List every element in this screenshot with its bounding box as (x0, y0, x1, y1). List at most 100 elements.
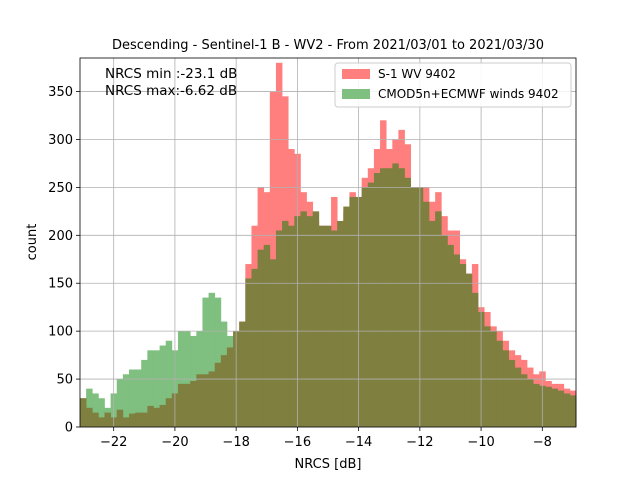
bar-overlap-24 (226, 347, 234, 427)
bar-overlap-13 (159, 404, 167, 427)
bar-overlap-0 (80, 398, 87, 427)
bar-overlap-56 (422, 201, 430, 427)
bar-overlap-9 (135, 412, 142, 427)
bar-overlap-52 (398, 168, 405, 427)
legend-swatch-s1 (342, 69, 370, 79)
legend-box (334, 62, 572, 108)
legend-swatch-cmod (342, 89, 370, 99)
bar-overlap-62 (459, 264, 467, 427)
bar-overlap-70 (508, 359, 516, 427)
bar-overlap-46 (361, 187, 369, 427)
x-tick-label: −14 (345, 435, 372, 450)
y-tick-label: 300 (48, 133, 73, 148)
bar-overlap-6 (116, 409, 124, 427)
bar-overlap-41 (331, 230, 338, 427)
bar-overlap-8 (128, 413, 136, 427)
legend-label-cmod: CMOD5n+ECMWF winds 9402 (378, 87, 559, 101)
bar-overlap-26 (239, 321, 246, 427)
x-tick-label: −8 (533, 435, 552, 450)
y-tick-label: 0 (65, 421, 73, 436)
bar-cmod5n-ecmwf-winds-9402-2 (92, 393, 99, 427)
bar-overlap-12 (153, 407, 160, 427)
bar-cmod5n-ecmwf-winds-9402-22 (214, 297, 222, 427)
bar-overlap-79 (563, 393, 571, 427)
bar-overlap-74 (533, 383, 540, 427)
bar-overlap-10 (141, 412, 148, 427)
bar-overlap-4 (104, 412, 111, 427)
bar-overlap-37 (306, 216, 314, 427)
bar-cmod5n-ecmwf-winds-9402-8 (128, 369, 136, 427)
y-tick-label: 100 (48, 325, 73, 340)
bar-cmod5n-ecmwf-winds-9402-20 (202, 297, 209, 427)
bar-cmod5n-ecmwf-winds-9402-11 (147, 350, 154, 427)
bar-overlap-38 (312, 211, 320, 427)
bar-overlap-43 (343, 206, 350, 427)
y-tick-label: 350 (48, 85, 73, 100)
bar-overlap-64 (471, 292, 479, 427)
bar-overlap-33 (282, 220, 289, 427)
bar-overlap-18 (190, 380, 197, 427)
bar-overlap-31 (269, 259, 277, 427)
bar-cmod5n-ecmwf-winds-9402-10 (141, 359, 148, 427)
bar-overlap-21 (208, 371, 216, 427)
bar-cmod5n-ecmwf-winds-9402-12 (153, 350, 160, 427)
bar-cmod5n-ecmwf-winds-9402-7 (122, 374, 130, 427)
bar-overlap-16 (177, 383, 185, 427)
grid-lines (80, 58, 576, 428)
bar-overlap-39 (318, 225, 326, 427)
x-tick-label: −22 (100, 435, 127, 450)
bar-overlap-48 (373, 173, 381, 427)
bar-overlap-11 (147, 405, 154, 427)
bar-overlap-80 (569, 395, 577, 427)
bar-overlap-7 (122, 417, 130, 427)
bar-overlap-68 (496, 340, 503, 427)
nrcs-min-annotation: NRCS min :-23.1 dB (105, 66, 237, 82)
bar-overlap-23 (220, 355, 228, 427)
y-axis-ticks: 0 50 100 150 200 250 300 350 (48, 85, 80, 436)
bar-overlap-20 (202, 374, 209, 427)
y-tick-label: 150 (48, 277, 73, 292)
bar-overlap-29 (257, 249, 265, 427)
bar-overlap-63 (465, 273, 473, 427)
bar-overlap-49 (380, 168, 387, 427)
x-tick-label: −20 (161, 435, 188, 450)
x-axis-ticks: −22 −20 −18 −16 −14 −12 −10 −8 (100, 427, 552, 450)
bar-overlap-34 (288, 225, 295, 427)
nrcs-max-annotation: NRCS max:-6.62 dB (105, 83, 237, 99)
bar-overlap-42 (337, 220, 344, 427)
bar-overlap-54 (410, 187, 418, 427)
bar-overlap-78 (557, 390, 565, 427)
bar-overlap-40 (324, 225, 332, 427)
chart-title: Descending - Sentinel-1 B - WV2 - From 2… (112, 38, 544, 53)
bar-overlap-1 (86, 407, 93, 427)
bar-overlap-58 (435, 211, 442, 427)
bar-overlap-22 (214, 362, 222, 427)
bar-overlap-28 (251, 268, 258, 427)
y-tick-label: 50 (56, 373, 73, 388)
bar-cmod5n-ecmwf-winds-9402-3 (98, 398, 105, 427)
bar-overlap-51 (392, 163, 399, 427)
bar-overlap-66 (484, 326, 491, 427)
bar-overlap-77 (551, 388, 558, 427)
bar-overlap-27 (245, 278, 252, 427)
y-tick-label: 200 (48, 229, 73, 244)
bar-overlap-14 (165, 398, 173, 427)
bar-overlap-19 (196, 374, 203, 427)
legend: S-1 WV 9402 CMOD5n+ECMWF winds 9402 (334, 62, 572, 108)
bar-overlap-44 (349, 196, 356, 427)
bar-overlap-76 (545, 386, 552, 427)
x-axis-label: NRCS [dB] (295, 457, 362, 472)
plot-frame (79, 57, 577, 428)
legend-label-s1: S-1 WV 9402 (378, 67, 456, 81)
bar-cmod5n-ecmwf-winds-9402-21 (208, 292, 216, 427)
bar-overlap-71 (514, 367, 522, 427)
bar-cmod5n-ecmwf-winds-9402-14 (165, 340, 173, 427)
bar-overlap-36 (300, 211, 307, 427)
plot-area (79, 57, 577, 428)
bar-overlap-17 (184, 383, 191, 427)
bar-overlap-3 (98, 417, 105, 427)
bar-overlap-53 (404, 177, 412, 427)
bar-cmod5n-ecmwf-winds-9402-9 (135, 369, 142, 427)
bar-overlap-50 (386, 168, 393, 427)
